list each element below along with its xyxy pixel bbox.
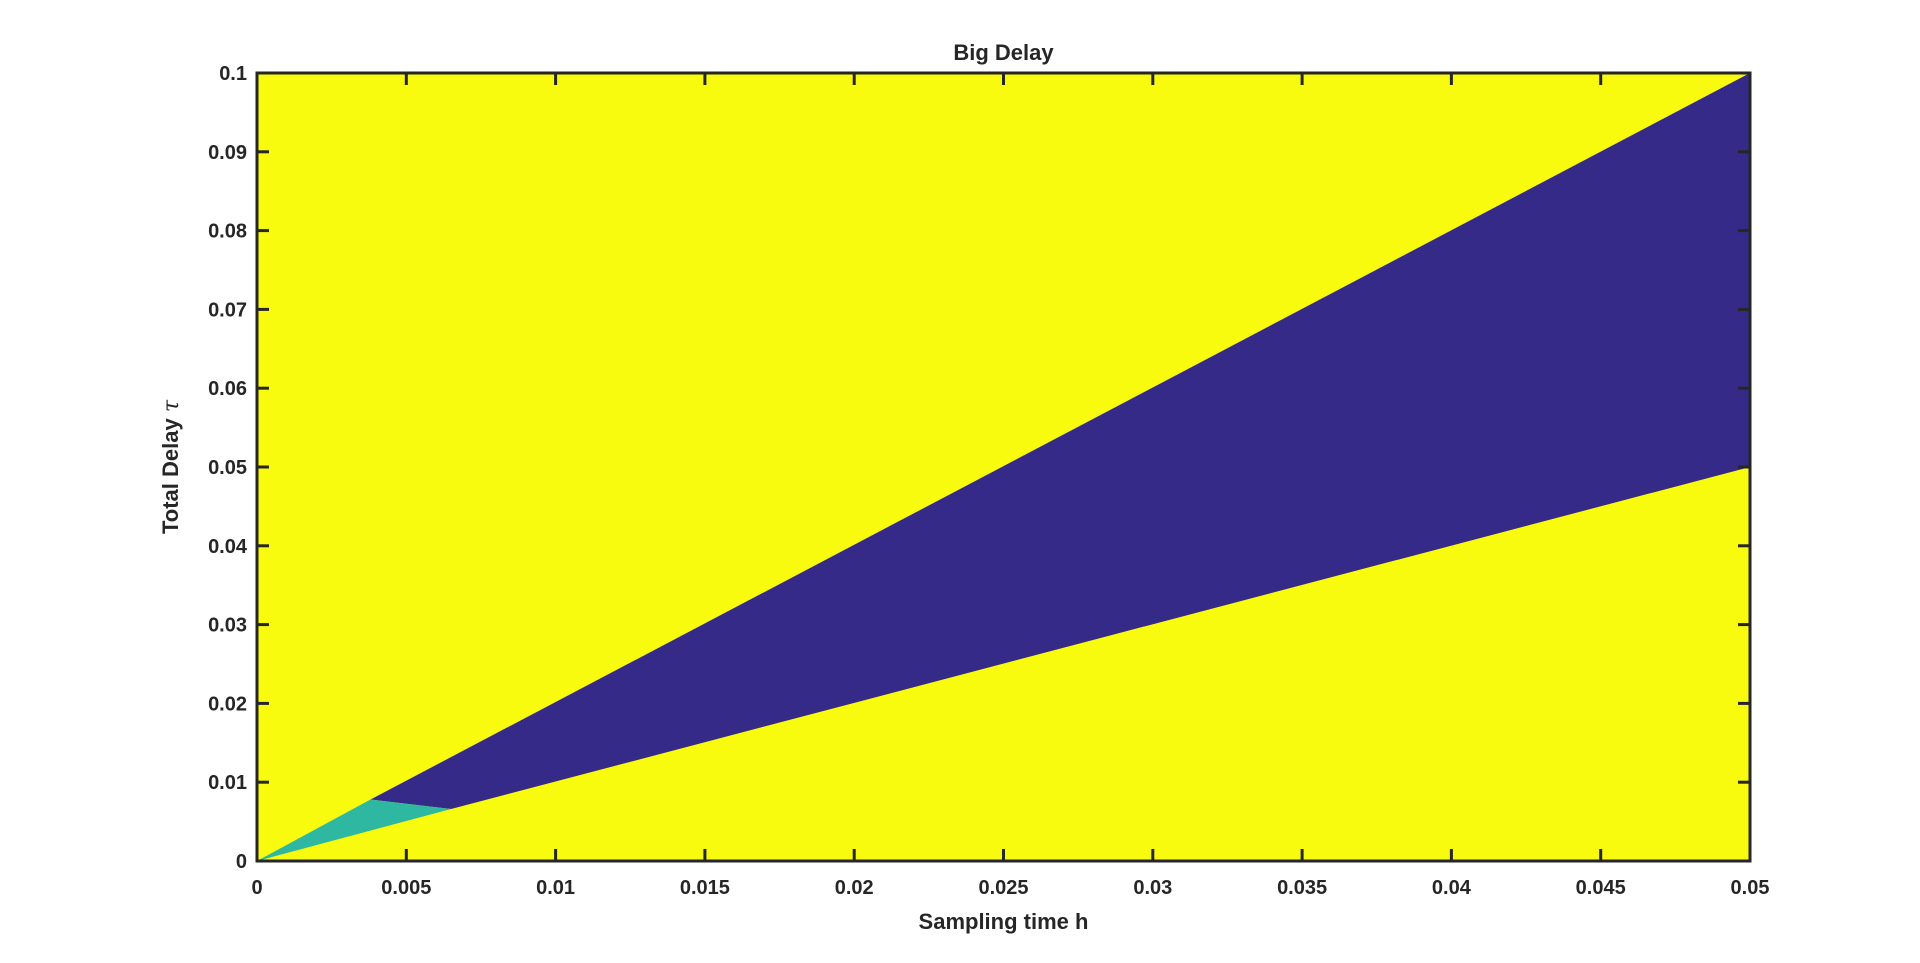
x-tick-label: 0.02 — [835, 877, 874, 899]
x-axis-ticks: 0 0.005 0.01 0.015 0.02 0.025 0.03 0.035 0.04 0.0… — [251, 73, 1769, 899]
y-tick-label: 0.08 — [208, 221, 247, 243]
region-lower-region — [257, 799, 452, 861]
x-tick-label: 0.005 — [381, 877, 431, 899]
x-tick-label: 0.01 — [536, 877, 575, 899]
y-tick-label: 0.09 — [208, 142, 247, 164]
y-axis-label: Total Delay τ — [158, 399, 184, 534]
x-tick-label: 0 — [251, 877, 262, 899]
y-tick-label: 0.1 — [219, 63, 247, 85]
y-tick-label: 0.03 — [208, 615, 247, 637]
y-axis-label-symbol: τ — [159, 399, 184, 412]
chart-title: Big Delay — [953, 40, 1054, 65]
x-tick-label: 0.015 — [680, 877, 730, 899]
y-tick-label: 0.07 — [208, 299, 247, 321]
y-tick-label: 0.02 — [208, 693, 247, 715]
x-tick-label: 0.025 — [978, 877, 1028, 899]
y-axis-ticks: 0 0.01 0.02 0.03 0.04 0.05 0.06 0.07 0.08 0.09 0.1 — [208, 63, 1750, 873]
y-tick-label: 0.05 — [208, 457, 247, 479]
plot-regions — [257, 73, 1750, 861]
y-axis-label-text: Total Delay — [158, 418, 183, 535]
y-tick-label: 0.04 — [208, 536, 248, 558]
region-upper-region — [370, 73, 1750, 809]
x-tick-label: 0.03 — [1133, 877, 1172, 899]
y-tick-label: 0.06 — [208, 378, 247, 400]
x-tick-label: 0.035 — [1277, 877, 1327, 899]
y-tick-label: 0 — [236, 851, 247, 873]
y-tick-label: 0.01 — [208, 772, 247, 794]
x-tick-label: 0.04 — [1432, 877, 1472, 899]
x-tick-label: 0.045 — [1576, 877, 1626, 899]
x-tick-label: 0.05 — [1731, 877, 1770, 899]
x-axis-label: Sampling time h — [919, 909, 1089, 934]
